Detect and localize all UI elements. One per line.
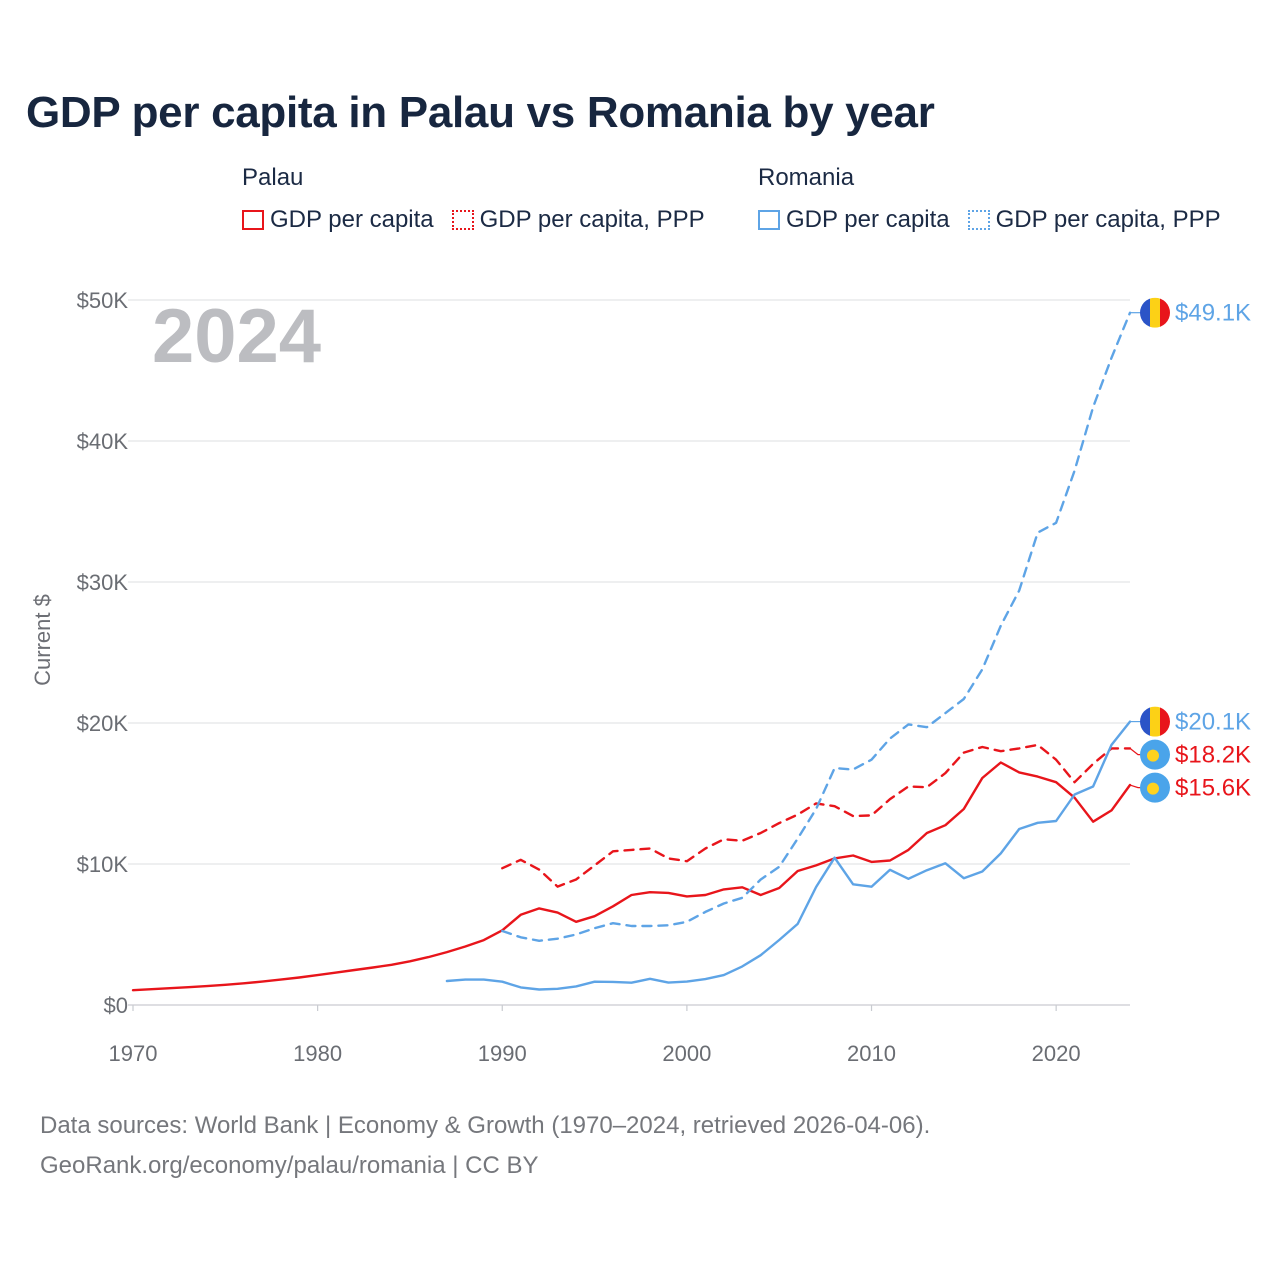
series-end-label: $20.1K — [1175, 709, 1251, 736]
source-line-2[interactable]: GeoRank.org/economy/palau/romania | CC B… — [40, 1152, 539, 1179]
y-tick-label: $20K — [77, 711, 129, 736]
series-line[interactable] — [501, 311, 1132, 942]
series-end-label: $49.1K — [1175, 300, 1251, 327]
legend-group-title: Palau — [242, 164, 304, 191]
legend-swatch — [758, 210, 780, 230]
series-end-label: $15.6K — [1175, 775, 1251, 802]
x-tick-label: 2020 — [1032, 1041, 1081, 1066]
x-tick-label: 2000 — [662, 1041, 711, 1066]
x-tick-label: 1980 — [293, 1041, 342, 1066]
y-axis-ticks: $0 $10K $20K $30K $40K $50K — [77, 288, 129, 1018]
legend-item-palau-gdp[interactable]: GDP per capita — [242, 206, 434, 234]
x-axis-ticks: 1970 1980 1990 2000 2010 2020 — [109, 1005, 1081, 1066]
legend-item-romania-gdp-ppp[interactable]: GDP per capita, PPP — [967, 206, 1221, 234]
y-tick-label: $50K — [77, 288, 129, 313]
series-line[interactable] — [445, 720, 1132, 991]
series-line[interactable] — [501, 743, 1132, 888]
legend-item-romania-gdp[interactable]: GDP per capita — [758, 206, 950, 234]
x-tick-label: 2010 — [847, 1041, 896, 1066]
x-tick-label: 1990 — [478, 1041, 527, 1066]
y-tick-label: $0 — [104, 993, 128, 1018]
end-labels: $49.1K $20.1K $18.2K $15.6K — [1129, 297, 1251, 803]
legend-item-palau-gdp-ppp[interactable]: GDP per capita, PPP — [451, 206, 705, 234]
legend-label: GDP per capita, PPP — [479, 206, 705, 233]
y-tick-label: $30K — [77, 570, 129, 595]
y-axis-title: Current $ — [30, 594, 55, 686]
legend-label: GDP per capita — [786, 206, 950, 233]
leader-line — [1129, 784, 1141, 789]
gridlines — [128, 299, 1130, 1006]
year-watermark: 2024 — [152, 294, 321, 379]
line-chart: 2024 $0 $10K $20K $30K $40K $50K 1970 1980 1990… — [30, 288, 1251, 1066]
palau-flag-icon — [1140, 772, 1170, 803]
source-note: Data sources: World Bank | Economy & Gro… — [40, 1106, 930, 1186]
leader-line — [1129, 747, 1141, 756]
series-line[interactable] — [131, 761, 1132, 992]
chart-title: GDP per capita in Palau vs Romania by ye… — [26, 88, 935, 137]
series-end-label: $18.2K — [1175, 742, 1251, 769]
legend-group-palau: Palau GDP per capita GDP per capita, PPP — [242, 164, 705, 234]
palau-flag-icon — [1140, 739, 1170, 770]
legend-group-romania: Romania GDP per capita GDP per capita, P… — [758, 164, 1221, 234]
romania-flag-icon — [1140, 706, 1170, 737]
legend-label: GDP per capita, PPP — [995, 206, 1221, 233]
legend-swatch — [967, 210, 990, 230]
legend-swatch — [242, 210, 264, 230]
y-tick-label: $40K — [77, 429, 129, 454]
source-line-1: Data sources: World Bank | Economy & Gro… — [40, 1112, 931, 1139]
legend-swatch — [451, 210, 474, 230]
y-tick-label: $10K — [77, 852, 129, 877]
series-lines — [131, 311, 1132, 992]
x-tick-label: 1970 — [109, 1041, 158, 1066]
romania-flag-icon — [1140, 297, 1170, 328]
legend-group-title: Romania — [758, 164, 855, 191]
legend-label: GDP per capita — [270, 206, 434, 233]
